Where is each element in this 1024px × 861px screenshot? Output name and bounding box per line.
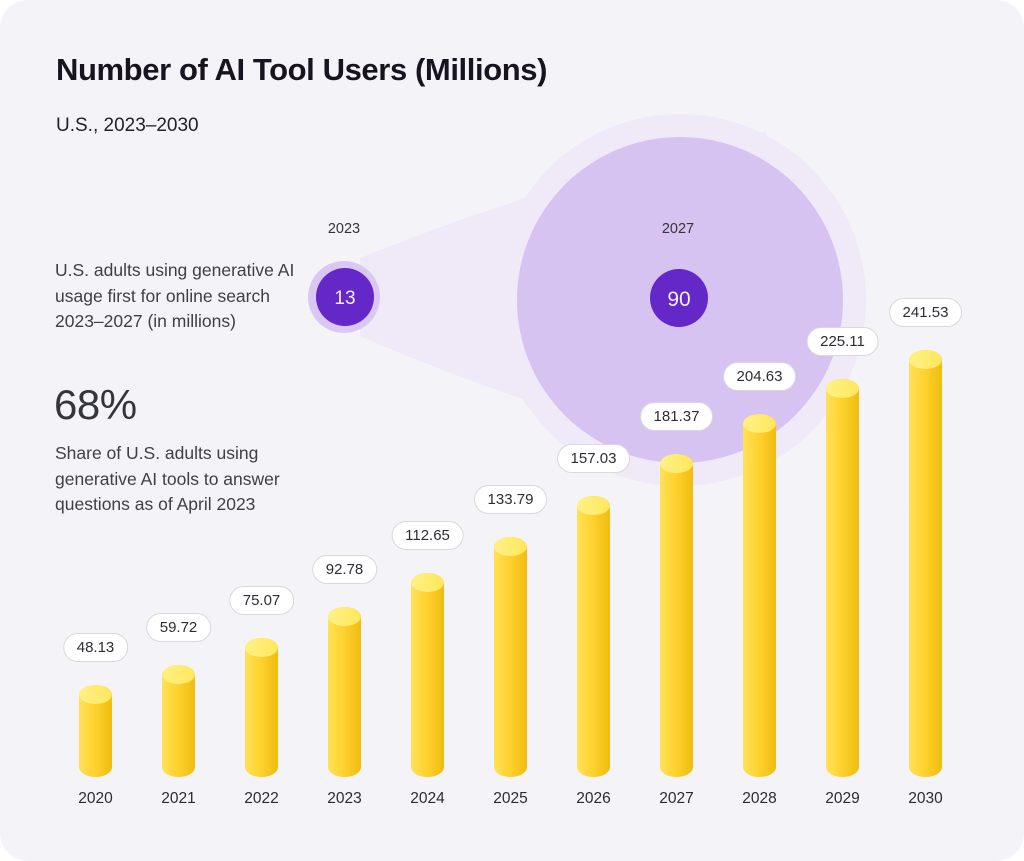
bubble-2023-value: 13 — [334, 288, 355, 309]
value-pill-2021: 59.72 — [145, 613, 212, 642]
bar-2020 — [79, 685, 112, 777]
value-pill-2020: 48.13 — [62, 633, 129, 662]
bar-2027 — [660, 454, 693, 777]
year-label-2028: 2028 — [742, 790, 777, 807]
value-pill-2029: 225.11 — [806, 327, 879, 356]
bubble-2027-value: 90 — [667, 288, 690, 311]
year-label-2025: 2025 — [493, 790, 528, 807]
bar-top-ellipse-2027 — [660, 454, 693, 473]
year-label-2030: 2030 — [908, 790, 943, 807]
bar-2029 — [826, 379, 859, 777]
value-pill-2026: 157.03 — [556, 444, 631, 473]
value-pill-2022: 75.07 — [228, 586, 295, 615]
page-title: Number of AI Tool Users (Millions) — [56, 52, 548, 87]
bar-top-ellipse-2026 — [577, 496, 610, 515]
value-pill-2028: 204.63 — [722, 362, 797, 391]
bubble-2023-label: 2023 — [328, 221, 360, 237]
year-label-2022: 2022 — [244, 790, 279, 807]
bar-2030 — [909, 350, 942, 777]
bubble-2027-circle — [650, 269, 708, 327]
bar-top-ellipse-2020 — [79, 685, 112, 704]
bar-2024 — [411, 573, 444, 777]
bar-top-ellipse-2024 — [411, 573, 444, 592]
bar-2023 — [328, 607, 361, 777]
bar-top-ellipse-2029 — [826, 379, 859, 398]
year-label-2020: 2020 — [78, 790, 113, 807]
bar-top-ellipse-2025 — [494, 537, 527, 556]
bar-2022 — [245, 638, 278, 777]
stat-caption: Share of U.S. adults using generative AI… — [55, 443, 280, 514]
value-pill-2027: 181.37 — [639, 402, 714, 431]
year-label-2023: 2023 — [327, 790, 362, 807]
year-label-2021: 2021 — [161, 790, 196, 807]
value-pill-2030: 241.53 — [888, 298, 963, 327]
year-label-2026: 2026 — [576, 790, 611, 807]
bar-top-ellipse-2022 — [245, 638, 278, 657]
bar-2021 — [162, 665, 195, 777]
value-pill-2024: 112.65 — [391, 521, 464, 550]
year-label-2029: 2029 — [825, 790, 860, 807]
bubble-2027-label: 2027 — [662, 221, 694, 237]
bar-top-ellipse-2021 — [162, 665, 195, 684]
bar-top-ellipse-2028 — [743, 414, 776, 433]
bar-2026 — [577, 496, 610, 777]
bar-2025 — [494, 537, 527, 777]
bubble-2023-circle — [316, 268, 374, 326]
stat-value: 68% — [54, 381, 137, 428]
year-label-2024: 2024 — [410, 790, 445, 807]
bar-top-ellipse-2023 — [328, 607, 361, 626]
value-pill-2023: 92.78 — [311, 555, 378, 584]
value-pill-2025: 133.79 — [473, 485, 548, 514]
page-subtitle: U.S., 2023–2030 — [56, 115, 199, 136]
year-label-2027: 2027 — [659, 790, 694, 807]
bubble-chart-caption: U.S. adults using generative AI usage fi… — [55, 260, 295, 331]
bar-top-ellipse-2030 — [909, 350, 942, 369]
bar-2028 — [743, 414, 776, 777]
